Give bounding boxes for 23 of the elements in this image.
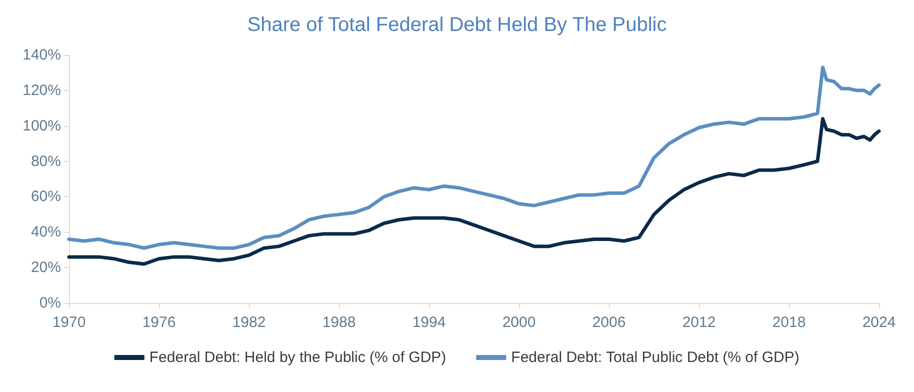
x-tick-label: 2024 — [862, 314, 896, 331]
x-tick-label: 2012 — [682, 314, 716, 331]
x-tick-label: 1994 — [412, 314, 446, 331]
x-tick-label: 1988 — [322, 314, 356, 331]
y-tick-label: 120% — [22, 82, 61, 99]
x-tick-label: 1970 — [52, 314, 86, 331]
x-tick-label: 2018 — [772, 314, 806, 331]
y-tick-label: 0% — [39, 294, 61, 312]
line-series — [67, 66, 881, 250]
line-series — [67, 117, 881, 266]
y-tick-label: 100% — [22, 117, 61, 134]
y-tick-label: 20% — [30, 259, 61, 276]
chart-title: Share of Total Federal Debt Held By The Public — [247, 14, 667, 36]
y-tick-label: 140% — [22, 46, 61, 64]
x-tick-label: 2006 — [592, 314, 626, 331]
y-tick-label: 80% — [30, 152, 61, 170]
legend-label: Federal Debt: Held by the Public (% of GDP) — [149, 349, 446, 366]
y-tick-label: 60% — [30, 188, 61, 206]
y-tick-label: 40% — [30, 224, 61, 241]
x-tick-label: 1982 — [232, 314, 266, 331]
x-tick-label: 2000 — [502, 314, 536, 331]
x-tick-label: 1976 — [142, 314, 176, 331]
legend-label: Federal Debt: Total Public Debt (% of GDP) — [511, 349, 800, 366]
